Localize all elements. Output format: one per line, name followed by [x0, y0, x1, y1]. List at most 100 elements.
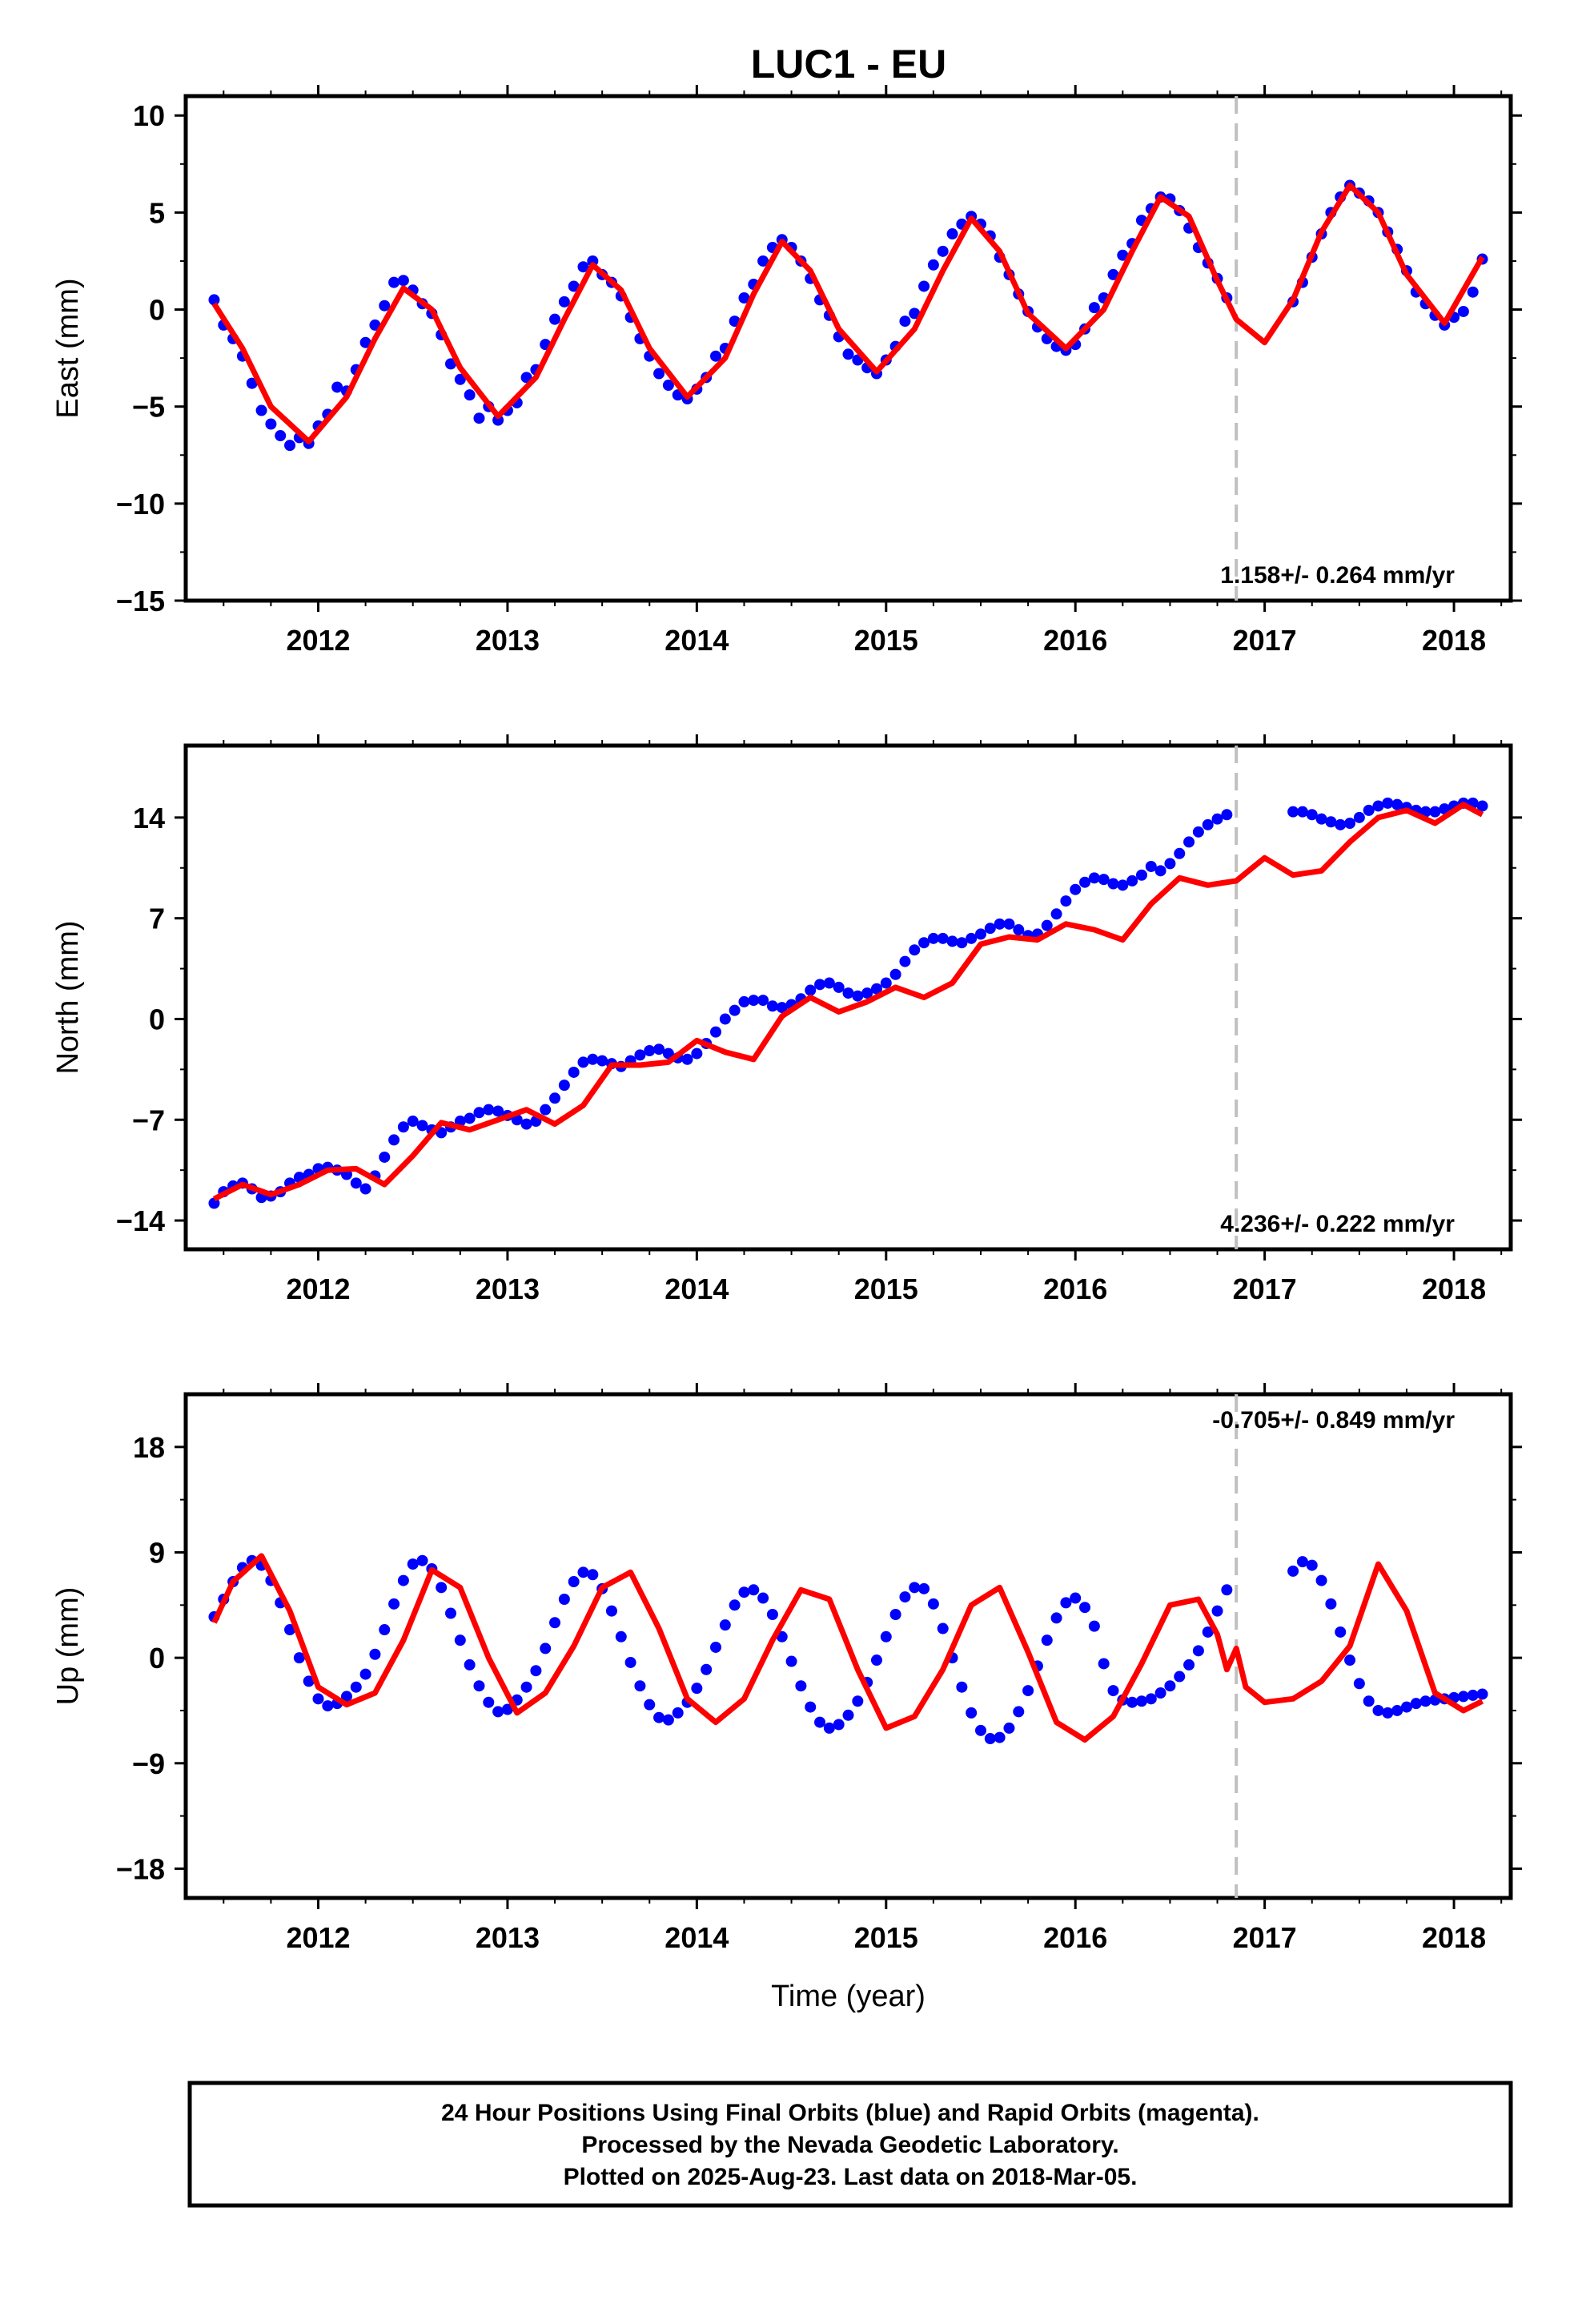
y-axis-label: North (mm) [51, 920, 85, 1074]
data-point [379, 300, 391, 312]
y-tick-label: −5 [132, 391, 165, 424]
data-point [1296, 806, 1308, 818]
data-point [568, 1066, 580, 1078]
x-tick-label: 2017 [1233, 1273, 1297, 1305]
plot-frame [183, 94, 1513, 603]
data-point [909, 944, 921, 956]
data-point [662, 380, 674, 392]
data-point [1003, 1722, 1015, 1734]
footer-line-2: Processed by the Nevada Geodetic Laborat… [581, 2132, 1118, 2158]
data-point [719, 1619, 731, 1631]
y-tick-label: −15 [116, 585, 165, 617]
data-point [322, 1700, 334, 1712]
data-point [1003, 918, 1015, 930]
data-point [994, 1731, 1006, 1743]
data-point [1335, 818, 1347, 830]
data-point [776, 1002, 788, 1014]
y-tick-label: 14 [133, 802, 165, 834]
data-point [293, 1652, 305, 1664]
data-point [710, 1026, 721, 1038]
data-point [653, 368, 665, 380]
data-point [899, 316, 911, 328]
y-tick-label: 5 [149, 196, 165, 229]
data-point [1315, 1574, 1327, 1586]
x-tick-label: 2012 [286, 1921, 350, 1954]
data-point [842, 987, 854, 999]
data-point [1088, 872, 1100, 884]
data-point [1372, 1704, 1384, 1716]
x-tick-label: 2014 [665, 624, 729, 657]
data-point [634, 1049, 646, 1061]
data-point [416, 1554, 428, 1566]
data-point [464, 1112, 476, 1124]
x-tick-label: 2017 [1233, 1921, 1297, 1954]
data-point [937, 932, 949, 944]
data-point [1079, 876, 1091, 888]
data-point [1391, 798, 1403, 810]
data-point [1088, 1620, 1100, 1632]
data-point [1183, 836, 1195, 848]
data-point [464, 389, 476, 401]
data-point [966, 932, 978, 944]
data-point [284, 1624, 296, 1636]
data-point [909, 1582, 921, 1594]
data-point [1306, 1559, 1318, 1571]
model-curve [212, 802, 1484, 1202]
data-point [1325, 1598, 1337, 1610]
data-point [208, 294, 220, 306]
data-point [1117, 879, 1129, 891]
x-tick-label: 2017 [1233, 624, 1297, 657]
data-point [823, 977, 835, 989]
data-point [1107, 1685, 1119, 1697]
data-point [1145, 860, 1157, 872]
data-point [265, 418, 277, 430]
data-point [1135, 869, 1147, 881]
data-point [540, 1642, 552, 1655]
data-point [473, 1107, 485, 1119]
data-point [1353, 811, 1365, 823]
data-point [1476, 800, 1488, 812]
data-point [946, 935, 958, 947]
data-point [445, 1607, 456, 1619]
footer-frame [187, 2081, 1513, 2208]
data-point [540, 1104, 552, 1116]
data-point [436, 1582, 448, 1594]
rate-label: 1.158+/- 0.264 mm/yr [1220, 562, 1455, 589]
data-point [549, 1617, 561, 1629]
data-point [729, 1599, 741, 1611]
data-point [757, 995, 769, 1007]
data-point [966, 1707, 978, 1719]
data-point [748, 995, 760, 1007]
data-point [416, 1120, 428, 1132]
data-point [275, 430, 287, 442]
panel-east: 10 5 0 −5 −10 −15 2012 2013 2014 2015 2016 2017 2018… [51, 85, 1522, 657]
data-point [1287, 806, 1299, 818]
data-point [653, 1711, 665, 1723]
panel-north: 14 7 0 −7 −14 2012 2013 2014 2015 2016 2017 2018 Nor… [51, 734, 1522, 1305]
data-point [766, 1609, 778, 1621]
data-point [1363, 1695, 1375, 1707]
x-tick-label: 2012 [286, 1273, 350, 1305]
data-point [1335, 1626, 1347, 1638]
data-point [558, 296, 570, 308]
data-point [379, 1151, 391, 1163]
data-point [719, 1013, 731, 1025]
data-point [984, 923, 996, 935]
data-point [1419, 806, 1431, 818]
data-point [549, 313, 561, 325]
data-point [937, 1622, 949, 1634]
data-point [303, 1675, 315, 1687]
x-tick-label: 2016 [1043, 1273, 1107, 1305]
data-point [483, 1104, 495, 1116]
data-point [805, 984, 817, 996]
rate-label: -0.705+/- 0.849 mm/yr [1212, 1407, 1455, 1433]
plot-frame [183, 1392, 1513, 1900]
data-point [1429, 806, 1441, 818]
data-point [662, 1047, 674, 1059]
data-point [1022, 1685, 1034, 1697]
data-point [1221, 1584, 1233, 1596]
data-point [1154, 865, 1166, 877]
data-point [445, 358, 456, 370]
data-points [208, 179, 1488, 452]
